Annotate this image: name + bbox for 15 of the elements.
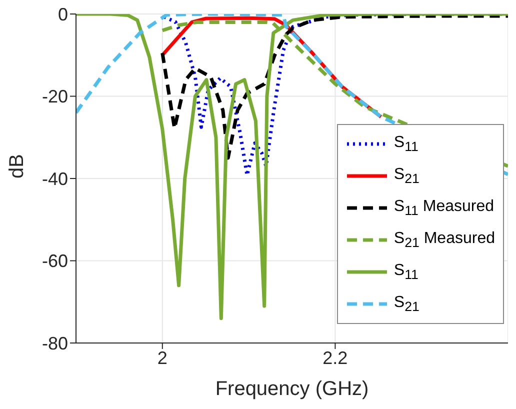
legend-label: S$_{11}$: [394, 262, 418, 282]
y-tick-label: -60: [42, 251, 68, 272]
y-tick-label: -40: [42, 168, 68, 189]
x-axis-title: Frequency (GHz): [215, 378, 369, 400]
x-tick-label: 2.2: [322, 348, 348, 368]
legend-label: S$_{11}$ Measured: [394, 198, 494, 218]
legend-label: S$_{21}$ Measured: [394, 230, 495, 250]
legend-label: S$_{21}$: [394, 166, 420, 186]
legend-label: S$_{21}$: [394, 294, 420, 314]
x-tick-label: 2: [157, 348, 168, 368]
y-axis-title: dB: [6, 154, 28, 178]
y-tick-label: -20: [42, 86, 68, 107]
y-tick-label: -80: [42, 333, 68, 354]
legend-label: S$_{11}$: [394, 134, 418, 154]
y-tick-label: 0: [58, 4, 68, 24]
